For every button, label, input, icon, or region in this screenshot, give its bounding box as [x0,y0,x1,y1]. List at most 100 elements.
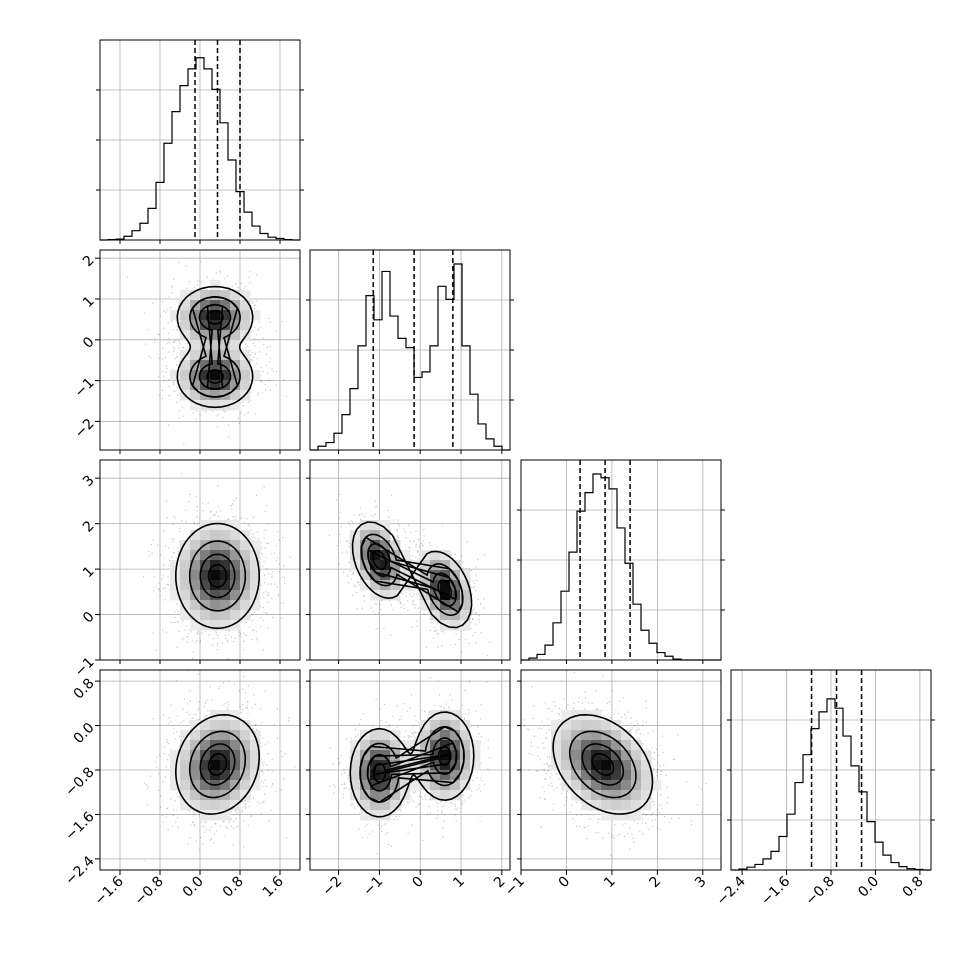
density-cell [460,580,471,591]
density-cell [360,520,371,531]
density-cell [220,290,231,301]
density-cell [230,590,241,601]
density-cell [350,760,361,771]
density-cell [370,800,381,811]
density-cell [230,600,241,611]
density-cell [601,760,612,771]
density-cell [200,300,211,311]
density-cell [350,550,361,561]
density-cell [210,610,221,621]
density-cell [380,760,391,771]
density-cell [581,770,592,781]
x-tick-label: −2 [319,874,345,900]
density-cell [180,360,191,371]
density-cell [631,740,642,751]
density-cell [190,620,201,631]
density-cell [240,770,251,781]
contour-line [372,746,452,777]
sample-points [127,261,287,446]
x-tick-label: −1 [502,874,528,900]
x-tick-label: −1.6 [758,873,793,908]
density-cell [210,350,221,361]
density-cell [180,380,191,391]
density-cell [190,340,201,351]
density-cell [621,750,632,761]
density-cell [611,740,622,751]
density-cell [200,560,211,571]
density-cell [611,810,622,821]
y-tick-label: 0.0 [71,720,98,747]
density-cell [230,790,241,801]
density-cell [230,530,241,541]
density-cell [561,740,572,751]
y-tick-label: 0.8 [71,675,98,702]
density-cell [190,400,201,411]
density-cell [350,530,361,541]
density-cell [240,550,251,561]
panel-grid [310,250,510,450]
density-cell [180,780,191,791]
density-cell [210,600,221,611]
density-cell [250,540,261,551]
density-cell [220,370,231,381]
density-cell [200,720,211,731]
density-cell [230,740,241,751]
density-cell [450,770,461,781]
density-cell [170,580,181,591]
y-tick-label: 1 [80,293,98,311]
density-cell [571,780,582,791]
density-cell [641,770,652,781]
density-cell [611,780,622,791]
density-cell [190,730,201,741]
density-cell [190,290,201,301]
density-cell [571,730,582,741]
density-cell [180,580,191,591]
density-cell [370,550,381,561]
density-cell [370,520,381,531]
histogram [727,670,935,871]
density-cell [190,320,201,331]
density-cell [350,750,361,761]
density-cell [601,720,612,731]
density-cell [430,550,441,561]
density-cell [370,810,381,821]
density-cell [200,310,211,321]
density-cell [210,540,221,551]
x-tick-label: 2 [647,874,665,892]
density-cell [250,370,261,381]
density-cell [190,790,201,801]
density-cell [360,790,371,801]
density-cell [360,580,371,591]
contour-line [189,296,241,398]
density-cell [230,540,241,551]
density-cell [561,750,572,761]
density-cell [220,600,231,611]
density-cell [220,400,231,411]
density-cell [390,580,401,591]
y-tick-label: −2.4 [62,853,97,888]
density-cell [230,610,241,621]
density-cell [390,570,401,581]
density-cell [460,610,471,621]
density-cell [460,770,471,781]
density-cell [170,560,181,571]
density-cell [180,770,191,781]
histogram [306,250,514,451]
density-cell [210,340,221,351]
contour-line [568,730,637,799]
density-cell [250,590,261,601]
density-cell [250,780,261,791]
density-cell [390,590,401,601]
x-tick-label: 0.0 [855,874,882,901]
density-cell [180,320,191,331]
density-cell [440,580,451,591]
density-cell [220,770,231,781]
density-cell [180,540,191,551]
histogram [96,40,304,241]
density-cell [230,580,241,591]
density-cell [220,730,231,741]
density-cell [190,330,201,341]
density-cell [370,740,381,751]
density-cell [230,780,241,791]
density-cell [180,750,191,761]
